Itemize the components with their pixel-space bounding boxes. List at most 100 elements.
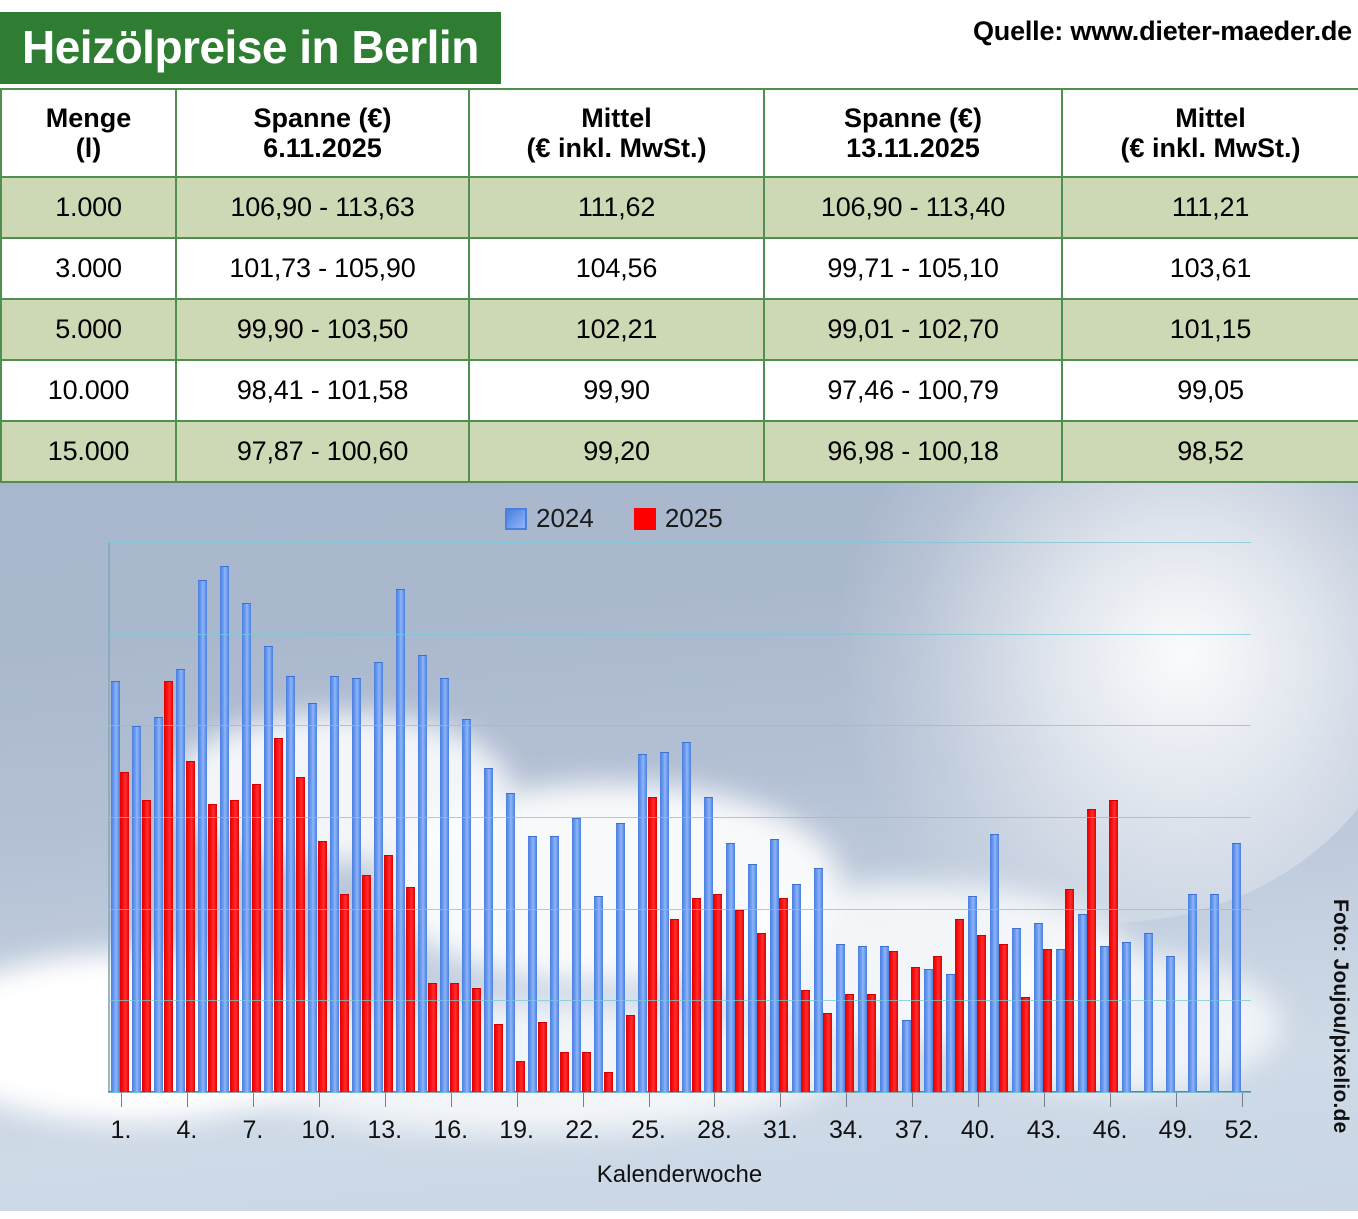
bar-2024-week-23 [594,895,604,1093]
bar-2024-week-41 [989,834,999,1093]
x-axis-tick-label: 49. [1158,1116,1194,1144]
cell-menge: 10.000 [0,359,177,422]
bar-2024-week-37 [901,1019,911,1093]
column-header-mittel-2: Mittel (€ inkl. MwSt.) [1061,88,1358,178]
bar-2024-week-30 [747,863,757,1093]
bar-2025-week-32 [801,989,811,1093]
bar-2025-week-3 [163,680,173,1093]
chart-gridline [108,1000,1251,1002]
bar-2025-week-21 [559,1051,569,1093]
bar-2025-week-41 [999,944,1009,1093]
bar-2025-week-12 [361,875,371,1093]
bar-2025-week-14 [405,886,415,1093]
bar-2025-week-23 [603,1072,613,1093]
column-header-spanne-1: Spanne (€) 6.11.2025 [175,88,470,178]
bar-2024-week-13 [374,662,384,1093]
column-header-mittel-1: Mittel (€ inkl. MwSt.) [468,88,765,178]
x-axis-tick-label: 10. [301,1116,337,1144]
x-axis-tick-label: 7. [242,1116,264,1144]
legend-swatch-icon [505,507,527,530]
bar-2025-week-39 [955,918,965,1093]
x-axis-tick-label: 37. [894,1116,930,1144]
bar-2024-week-46 [1099,946,1109,1093]
cell-spanne-2: 97,46 - 100,79 [763,359,1063,422]
bar-2024-week-16 [440,678,450,1093]
table-row: 1.000 106,90 - 113,63 111,62 106,90 - 113,4… [0,176,1358,239]
bar-2024-week-52 [1231,843,1241,1093]
bar-2025-week-35 [867,994,877,1093]
chart-bars-container [108,543,1251,1093]
bar-2024-week-39 [945,973,955,1093]
legend-item-2024[interactable]: 2024 [505,503,594,534]
column-header-line1: Mittel [581,102,652,133]
cell-mittel-1: 99,90 [468,359,765,422]
bar-2025-week-8 [273,737,283,1093]
bar-2025-week-33 [823,1012,833,1093]
bar-2024-week-29 [725,843,735,1093]
bar-2024-week-44 [1055,948,1065,1093]
x-axis-tick [846,1093,848,1107]
table-body: 1.000 106,90 - 113,63 111,62 106,90 - 113,4… [0,176,1358,483]
x-axis-tick [516,1093,518,1107]
chart-gridline [108,1092,1251,1093]
price-history-chart: 2024 2025 Kalenderwoche 9094981021061101… [0,483,1358,1211]
bar-2024-week-36 [879,946,889,1093]
x-axis-tick-label: 31. [763,1116,798,1144]
column-header-line1: Menge [45,102,132,133]
cell-mittel-1: 99,20 [468,420,765,483]
bar-2024-week-24 [616,822,626,1093]
bar-2025-week-28 [713,893,723,1093]
bar-2025-week-2 [141,799,151,1093]
column-header-line1: Mittel [1175,102,1246,133]
cell-spanne-1: 106,90 - 113,63 [175,176,470,239]
bar-2024-week-3 [154,717,164,1093]
x-axis-tick-label: 19. [499,1116,535,1144]
chart-gridline [108,633,1251,635]
cell-menge: 3.000 [0,237,177,300]
x-axis-tick-label: 4. [176,1116,198,1144]
bar-2024-week-12 [352,678,362,1093]
cell-menge: 15.000 [0,420,177,483]
bar-2025-week-5 [207,804,217,1093]
cell-mittel-2: 98,52 [1061,420,1358,483]
bar-2024-week-50 [1187,893,1197,1093]
x-axis-tick [450,1093,452,1107]
bar-2024-week-42 [1011,928,1021,1093]
chart-gridline [108,725,1251,727]
cell-menge: 1.000 [0,176,177,239]
table-header: Menge (l) Spanne (€) 6.11.2025 Mittel (€… [0,88,1358,178]
x-axis-tick-label: 43. [1026,1116,1062,1144]
bar-2025-week-18 [493,1024,503,1093]
x-axis-tick [1044,1093,1046,1107]
bar-2024-week-22 [572,818,582,1093]
bar-2024-week-2 [132,726,142,1093]
bar-2025-week-31 [779,898,789,1093]
x-axis-tick [1242,1093,1243,1107]
table-row: 15.000 97,87 - 100,60 99,20 96,98 - 100,18 9… [0,420,1358,483]
bar-2025-week-10 [317,840,327,1093]
bar-2025-week-1 [120,772,129,1093]
x-axis-tick [186,1093,188,1107]
bar-2025-week-26 [669,918,679,1093]
bar-2024-week-38 [923,969,933,1093]
column-header-line2: (€ inkl. MwSt.) [526,133,707,163]
bar-2025-week-17 [471,987,481,1093]
price-table: Menge (l) Spanne (€) 6.11.2025 Mittel (€… [0,88,1358,483]
bar-2025-week-27 [691,898,701,1093]
bar-2025-week-34 [845,994,855,1093]
bar-2024-week-47 [1121,941,1131,1093]
column-header-line1: Spanne (€) [843,102,983,133]
bar-2024-week-14 [396,588,406,1093]
x-axis-tick [714,1093,716,1107]
legend-item-2025[interactable]: 2025 [633,503,723,534]
bar-2024-week-10 [308,703,318,1093]
x-axis-tick-label: 22. [565,1116,600,1144]
bar-2025-week-24 [625,1015,635,1093]
x-axis-tick [582,1093,584,1107]
cell-spanne-2: 96,98 - 100,18 [763,420,1063,483]
bar-2024-week-17 [462,719,472,1093]
source-attribution: Quelle: www.dieter-maeder.de [972,16,1352,46]
column-header-menge: Menge (l) [0,88,177,178]
cell-mittel-2: 111,21 [1061,176,1358,239]
